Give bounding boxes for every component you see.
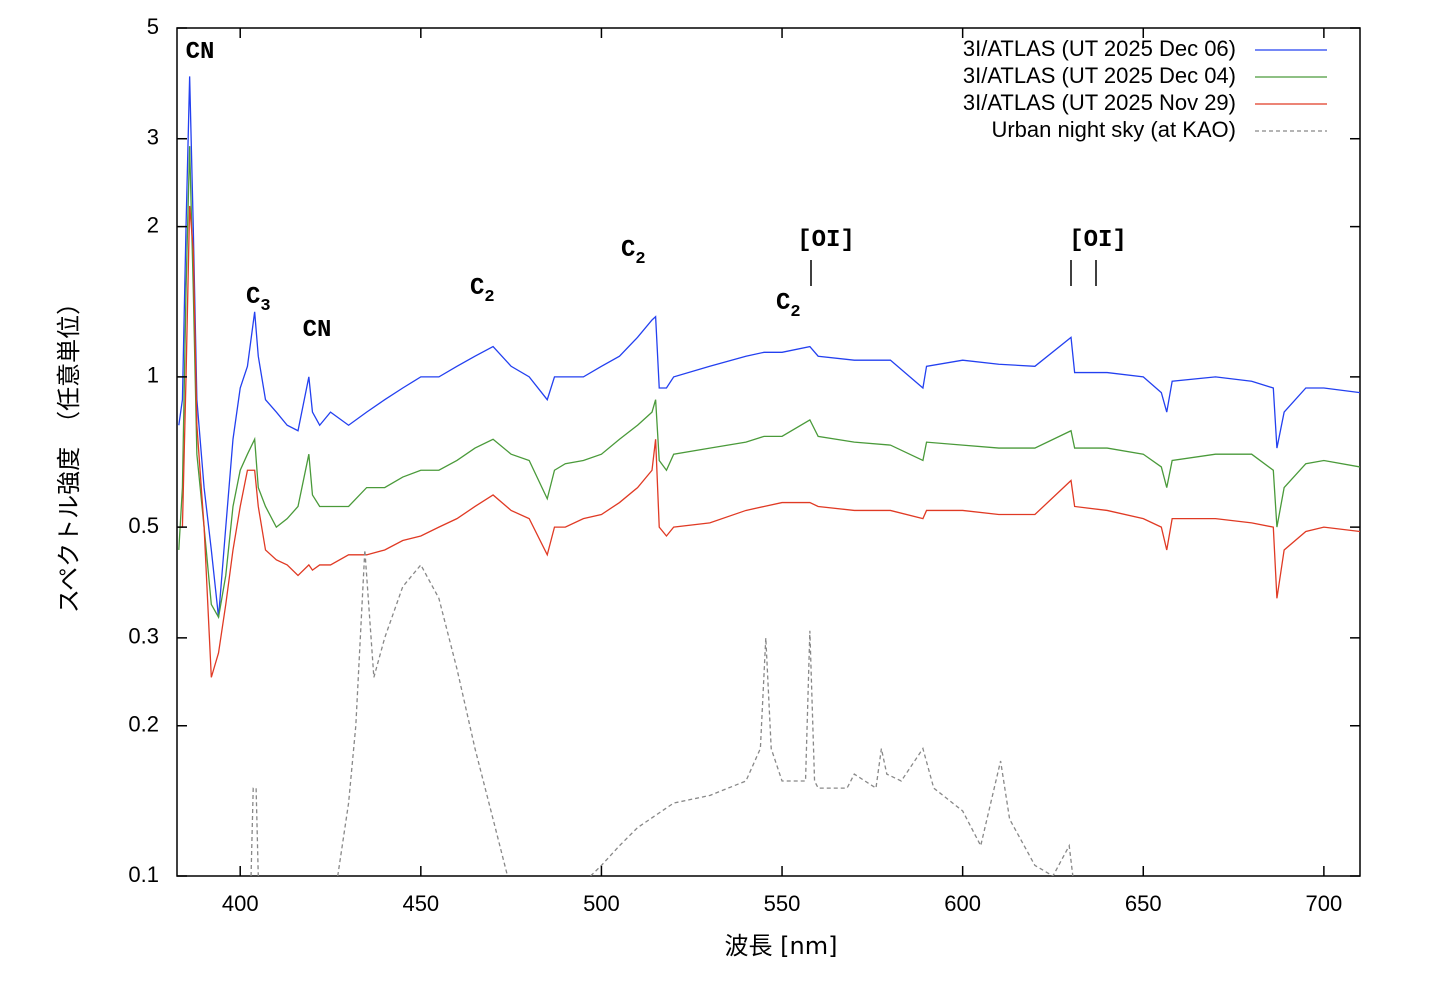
annotation-subscript: 2 [484, 288, 494, 307]
x-tick-label: 700 [1306, 891, 1343, 916]
annotation-text: CN [186, 39, 215, 66]
y-tick-label: 0.2 [128, 712, 159, 737]
y-tick-label: 0.1 [128, 862, 159, 887]
x-tick-label: 600 [944, 891, 981, 916]
series-line [337, 549, 509, 876]
y-tick-label: 1 [147, 363, 159, 388]
annotation: C2 [621, 237, 646, 269]
series-line [178, 76, 1360, 618]
annotation: CN [303, 317, 332, 344]
legend-label: 3I/ATLAS (UT 2025 Dec 06) [963, 36, 1236, 61]
x-tick-label: 500 [583, 891, 620, 916]
legend-label: 3I/ATLAS (UT 2025 Dec 04) [963, 63, 1236, 88]
annotation-text: C [776, 290, 790, 317]
annotation: C2 [470, 275, 495, 307]
legend-label: Urban night sky (at KAO) [991, 117, 1236, 142]
annotation-text: [OI] [797, 227, 855, 254]
series-line [250, 787, 259, 876]
annotation-text: C [246, 284, 260, 311]
plot-frame [176, 27, 1361, 877]
series-line [590, 630, 1074, 876]
annotation: CN [186, 39, 215, 66]
y-tick-label: 3 [147, 125, 159, 150]
x-tick-label: 450 [402, 891, 439, 916]
x-tick-label: 550 [764, 891, 801, 916]
annotation-text: CN [303, 317, 332, 344]
annotation: C2 [776, 290, 801, 322]
annotation-subscript: 2 [635, 250, 645, 269]
y-tick-label: 0.5 [128, 513, 159, 538]
plot-area [178, 76, 1360, 876]
x-tick-label: 400 [222, 891, 259, 916]
annotation-text: C [470, 275, 484, 302]
annotation-subscript: 2 [790, 303, 800, 322]
y-tick-label: 5 [147, 14, 159, 39]
x-tick-label: 650 [1125, 891, 1162, 916]
annotation-text: C [621, 237, 635, 264]
oi-markers [810, 260, 1097, 286]
annotation: [OI] [1069, 227, 1127, 254]
annotation: C3 [246, 284, 271, 316]
y-tick-label: 0.3 [128, 624, 159, 649]
series-line [178, 146, 1360, 620]
annotation-subscript: 3 [260, 297, 270, 316]
annotation: [OI] [797, 227, 855, 254]
y-tick-label: 2 [147, 212, 159, 237]
annotation-text: [OI] [1069, 227, 1127, 254]
series-line [178, 205, 1360, 678]
legend-label: 3I/ATLAS (UT 2025 Nov 29) [963, 90, 1236, 115]
x-axis-label: 波長 [nm] [725, 932, 838, 960]
y-axis-label: スペクトル強度 （任意単位） [55, 291, 83, 613]
